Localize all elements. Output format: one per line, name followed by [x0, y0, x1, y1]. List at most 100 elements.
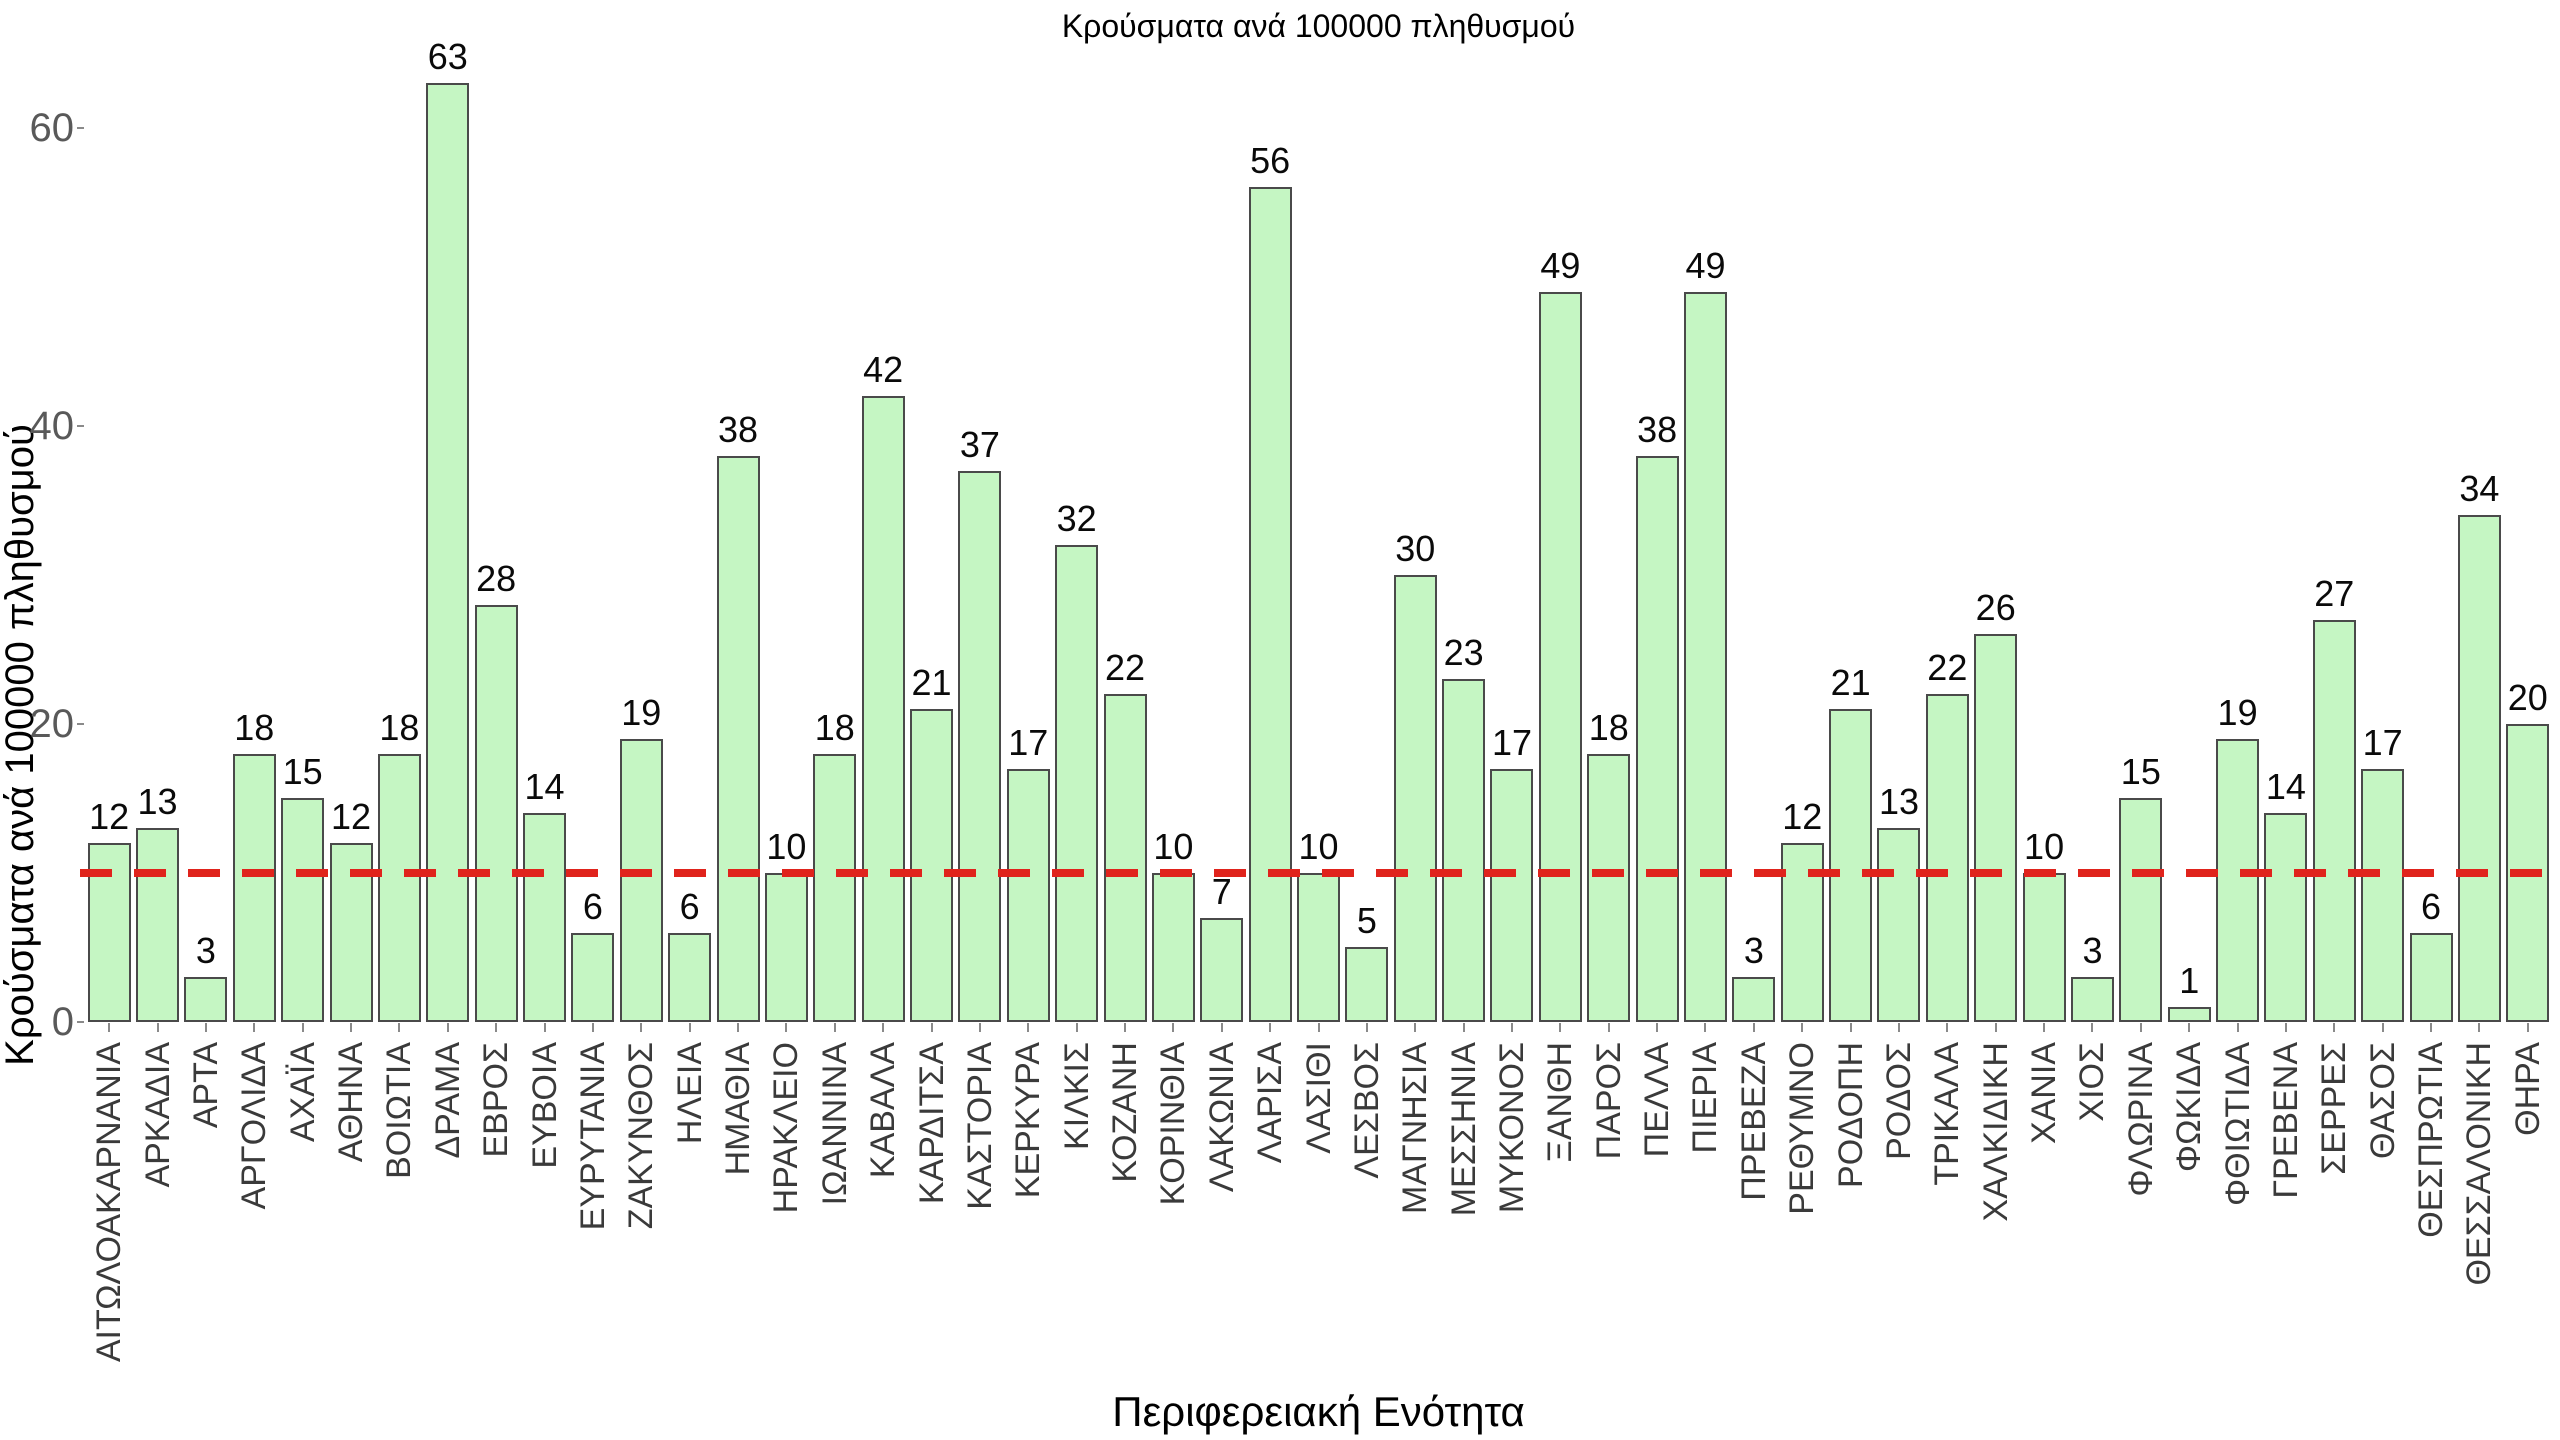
x-tick-label: ΜΕΣΣΗΝΙΑ [1444, 1042, 1483, 1217]
x-tick-mark [2333, 1023, 2336, 1032]
x-tick-label: ΘΕΣΣΑΛΟΝΙΚΗ [2460, 1042, 2499, 1286]
bar-value-label: 20 [2507, 676, 2548, 718]
x-tick-mark [737, 1023, 740, 1032]
bar [1732, 977, 1776, 1022]
bar-value-label: 13 [1878, 781, 1919, 823]
bar-value-label: 63 [427, 36, 468, 77]
bar [861, 396, 905, 1022]
x-tick-label: ΖΑΚΥΝΘΟΣ [622, 1042, 661, 1230]
bar [668, 932, 712, 1022]
x-tick-mark [2139, 1023, 2142, 1032]
bar-value-label: 6 [679, 885, 700, 927]
x-tick-label: ΠΡΕΒΕΖΑ [1734, 1042, 1773, 1201]
x-tick-mark [446, 1023, 449, 1032]
x-tick-mark [1220, 1023, 1223, 1032]
bar [232, 753, 276, 1022]
bar-value-label: 3 [1743, 930, 1764, 972]
bar-value-label: 26 [1975, 587, 2016, 629]
bar-value-label: 18 [379, 706, 420, 748]
bar-value-label: 13 [137, 781, 178, 823]
chart-title: Κρούσματα ανά 100000 πληθυσμού [1061, 8, 1576, 44]
x-tick-mark [1801, 1023, 1804, 1032]
x-tick-label: ΡΟΔΟΣ [1879, 1042, 1918, 1160]
y-tick-mark [77, 1021, 84, 1023]
x-tick-mark [640, 1023, 643, 1032]
bar-value-label: 14 [2265, 766, 2306, 808]
bar [958, 470, 1002, 1022]
x-tick-label: ΡΕΘΥΜΝΟ [1783, 1042, 1822, 1215]
bar-value-label: 38 [1637, 408, 1678, 450]
x-axis-label: Περιφερειακή Ενότητα [1112, 1388, 1525, 1435]
bar-value-label: 21 [1830, 662, 1871, 703]
x-tick-mark [1704, 1023, 1707, 1032]
y-tick-label: 0 [51, 1000, 74, 1044]
bar [2070, 977, 2114, 1022]
bar-value-label: 17 [1491, 721, 1532, 763]
x-tick-label: ΘΑΣΟΣ [2363, 1042, 2402, 1159]
x-tick-label: ΙΩΑΝΝΙΝΑ [815, 1042, 854, 1206]
bar [1877, 828, 1921, 1022]
bar [1103, 694, 1147, 1022]
x-tick-mark [1607, 1023, 1610, 1032]
x-tick-label: ΑΘΗΝΑ [332, 1042, 371, 1163]
x-tick-mark [2043, 1023, 2046, 1032]
bar-value-label: 15 [282, 751, 323, 793]
x-tick-mark [253, 1023, 256, 1032]
bar [2312, 619, 2356, 1022]
x-tick-label: ΚΑΒΑΛΑ [864, 1042, 903, 1179]
bar [1974, 634, 2018, 1022]
bar [1345, 947, 1389, 1022]
x-tick-mark [2284, 1023, 2287, 1032]
x-tick-mark [882, 1023, 885, 1032]
y-tick-mark [77, 424, 84, 427]
x-tick-mark [1365, 1023, 1368, 1032]
bar-value-label: 6 [582, 885, 603, 927]
x-tick-label: ΕΥΒΟΙΑ [525, 1042, 564, 1169]
x-tick-label: ΓΡΕΒΕΝΑ [2266, 1042, 2305, 1199]
x-tick-label: ΧΑΝΙΑ [2025, 1042, 2064, 1145]
bar-value-label: 7 [1211, 870, 1232, 912]
x-tick-mark [156, 1023, 159, 1032]
bar [1635, 455, 1679, 1022]
x-tick-label: ΗΛΕΙΑ [670, 1042, 709, 1145]
x-tick-label: ΘΕΣΠΡΩΤΙΑ [2412, 1042, 2451, 1238]
x-tick-label: ΦΛΩΡΙΝΑ [2121, 1042, 2160, 1197]
x-tick-mark [1752, 1023, 1755, 1032]
bar-value-label: 6 [2421, 885, 2442, 927]
x-tick-label: ΛΑΣΙΘΙ [1299, 1042, 1338, 1154]
bar [1248, 187, 1292, 1022]
bar-value-label: 49 [1685, 244, 1726, 286]
bar [2216, 738, 2260, 1022]
bar [184, 977, 228, 1022]
bar-value-label: 17 [1008, 721, 1049, 763]
bar [2119, 798, 2163, 1022]
x-tick-label: ΛΑΚΩΝΙΑ [1202, 1042, 1241, 1193]
x-tick-mark [495, 1023, 498, 1032]
x-tick-mark [978, 1023, 981, 1032]
x-tick-mark [2188, 1023, 2191, 1032]
bar-value-label: 10 [766, 825, 807, 867]
bar-value-label: 14 [524, 766, 565, 808]
bar-value-label: 22 [1927, 647, 1968, 689]
bar [523, 813, 567, 1022]
x-tick-mark [1317, 1023, 1320, 1032]
x-tick-mark [2526, 1023, 2529, 1032]
x-tick-mark [2381, 1023, 2384, 1032]
bar-value-label: 10 [1298, 825, 1339, 867]
bar-value-label: 3 [2082, 930, 2103, 972]
x-tick-label: ΣΕΡΡΕΣ [2315, 1042, 2354, 1175]
bar-value-label: 18 [814, 706, 855, 748]
bar [571, 932, 615, 1022]
x-tick-mark [833, 1023, 836, 1032]
x-tick-mark [1656, 1023, 1659, 1032]
reference-line [80, 868, 2556, 877]
bar-value-label: 19 [621, 691, 662, 733]
bar [764, 872, 808, 1022]
bar [1490, 768, 1534, 1022]
bar [619, 738, 663, 1022]
x-tick-label: ΚΑΡΔΙΤΣΑ [912, 1042, 951, 1205]
x-tick-mark [1897, 1023, 1900, 1032]
x-tick-label: ΦΩΚΙΔΑ [2170, 1042, 2209, 1173]
x-tick-label: ΗΜΑΘΙΑ [719, 1042, 758, 1176]
x-tick-mark [2478, 1023, 2481, 1032]
